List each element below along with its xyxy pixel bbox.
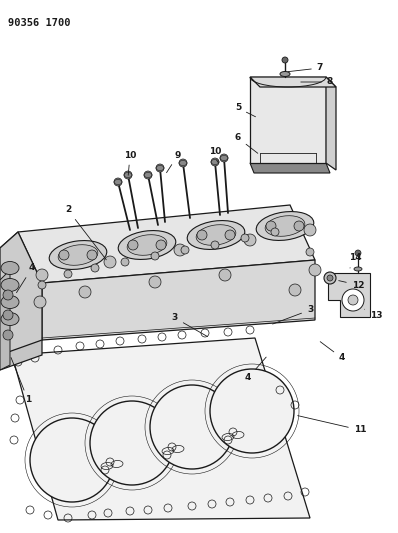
Circle shape	[282, 57, 288, 63]
Circle shape	[3, 310, 13, 320]
Circle shape	[128, 240, 138, 250]
Circle shape	[197, 230, 207, 240]
Text: 13: 13	[365, 309, 382, 319]
Ellipse shape	[265, 216, 305, 236]
Circle shape	[87, 250, 97, 260]
Circle shape	[294, 221, 304, 231]
Text: 90356 1700: 90356 1700	[8, 18, 70, 28]
Ellipse shape	[280, 71, 290, 77]
Text: 6: 6	[235, 133, 258, 154]
Polygon shape	[42, 260, 315, 340]
Circle shape	[156, 164, 164, 172]
Circle shape	[355, 250, 361, 256]
Circle shape	[59, 250, 69, 260]
Polygon shape	[0, 232, 42, 355]
Ellipse shape	[187, 221, 245, 249]
Ellipse shape	[256, 212, 314, 240]
Ellipse shape	[196, 225, 236, 245]
Circle shape	[38, 281, 46, 289]
Ellipse shape	[118, 231, 176, 260]
Text: 12: 12	[339, 280, 364, 289]
Circle shape	[144, 171, 152, 179]
Circle shape	[179, 159, 187, 167]
Circle shape	[79, 286, 91, 298]
Polygon shape	[250, 77, 336, 87]
Circle shape	[174, 244, 186, 256]
Circle shape	[304, 224, 316, 236]
Circle shape	[114, 178, 122, 186]
Text: 3: 3	[273, 305, 313, 324]
Circle shape	[241, 234, 249, 242]
Circle shape	[121, 258, 129, 266]
Circle shape	[210, 369, 294, 453]
Circle shape	[219, 269, 231, 281]
Text: 1: 1	[11, 358, 31, 405]
Circle shape	[342, 289, 364, 311]
Circle shape	[150, 385, 234, 469]
Text: 7: 7	[288, 63, 323, 72]
Circle shape	[225, 230, 235, 240]
Circle shape	[309, 264, 321, 276]
Text: 10: 10	[209, 148, 221, 157]
Text: 4: 4	[320, 342, 345, 362]
Polygon shape	[250, 77, 326, 163]
Polygon shape	[328, 273, 370, 317]
Circle shape	[211, 241, 219, 249]
Ellipse shape	[127, 235, 167, 255]
Ellipse shape	[1, 295, 19, 309]
Circle shape	[3, 330, 13, 340]
Text: 14: 14	[349, 254, 361, 268]
Circle shape	[327, 275, 333, 281]
Circle shape	[156, 240, 166, 250]
Circle shape	[211, 158, 219, 166]
Text: 4: 4	[16, 263, 35, 293]
Circle shape	[271, 228, 279, 236]
Circle shape	[104, 256, 116, 268]
Ellipse shape	[1, 279, 19, 292]
Polygon shape	[326, 77, 336, 170]
Circle shape	[244, 234, 256, 246]
Circle shape	[181, 246, 189, 254]
Circle shape	[324, 272, 336, 284]
Circle shape	[64, 270, 72, 278]
Ellipse shape	[1, 262, 19, 274]
Text: 9: 9	[166, 150, 181, 173]
Circle shape	[91, 264, 99, 272]
Circle shape	[3, 290, 13, 300]
Text: 2: 2	[65, 206, 106, 260]
Circle shape	[36, 269, 48, 281]
Circle shape	[124, 171, 132, 179]
Text: 4: 4	[245, 357, 266, 383]
Ellipse shape	[58, 245, 98, 265]
Polygon shape	[18, 205, 315, 283]
Circle shape	[149, 276, 161, 288]
Ellipse shape	[1, 312, 19, 326]
Polygon shape	[12, 338, 310, 520]
Circle shape	[348, 295, 358, 305]
Ellipse shape	[49, 240, 107, 270]
Circle shape	[90, 401, 174, 485]
Polygon shape	[0, 270, 10, 370]
Text: 3: 3	[172, 313, 208, 337]
Text: 8: 8	[301, 77, 333, 86]
Circle shape	[289, 284, 301, 296]
Circle shape	[151, 252, 159, 260]
Polygon shape	[250, 163, 330, 173]
Polygon shape	[0, 232, 42, 370]
Circle shape	[266, 221, 276, 231]
Text: 11: 11	[298, 416, 366, 434]
Text: 5: 5	[235, 103, 256, 117]
Circle shape	[34, 296, 46, 308]
Circle shape	[220, 154, 228, 162]
Circle shape	[30, 418, 114, 502]
Circle shape	[306, 248, 314, 256]
Text: 10: 10	[124, 150, 136, 175]
Ellipse shape	[354, 267, 362, 271]
